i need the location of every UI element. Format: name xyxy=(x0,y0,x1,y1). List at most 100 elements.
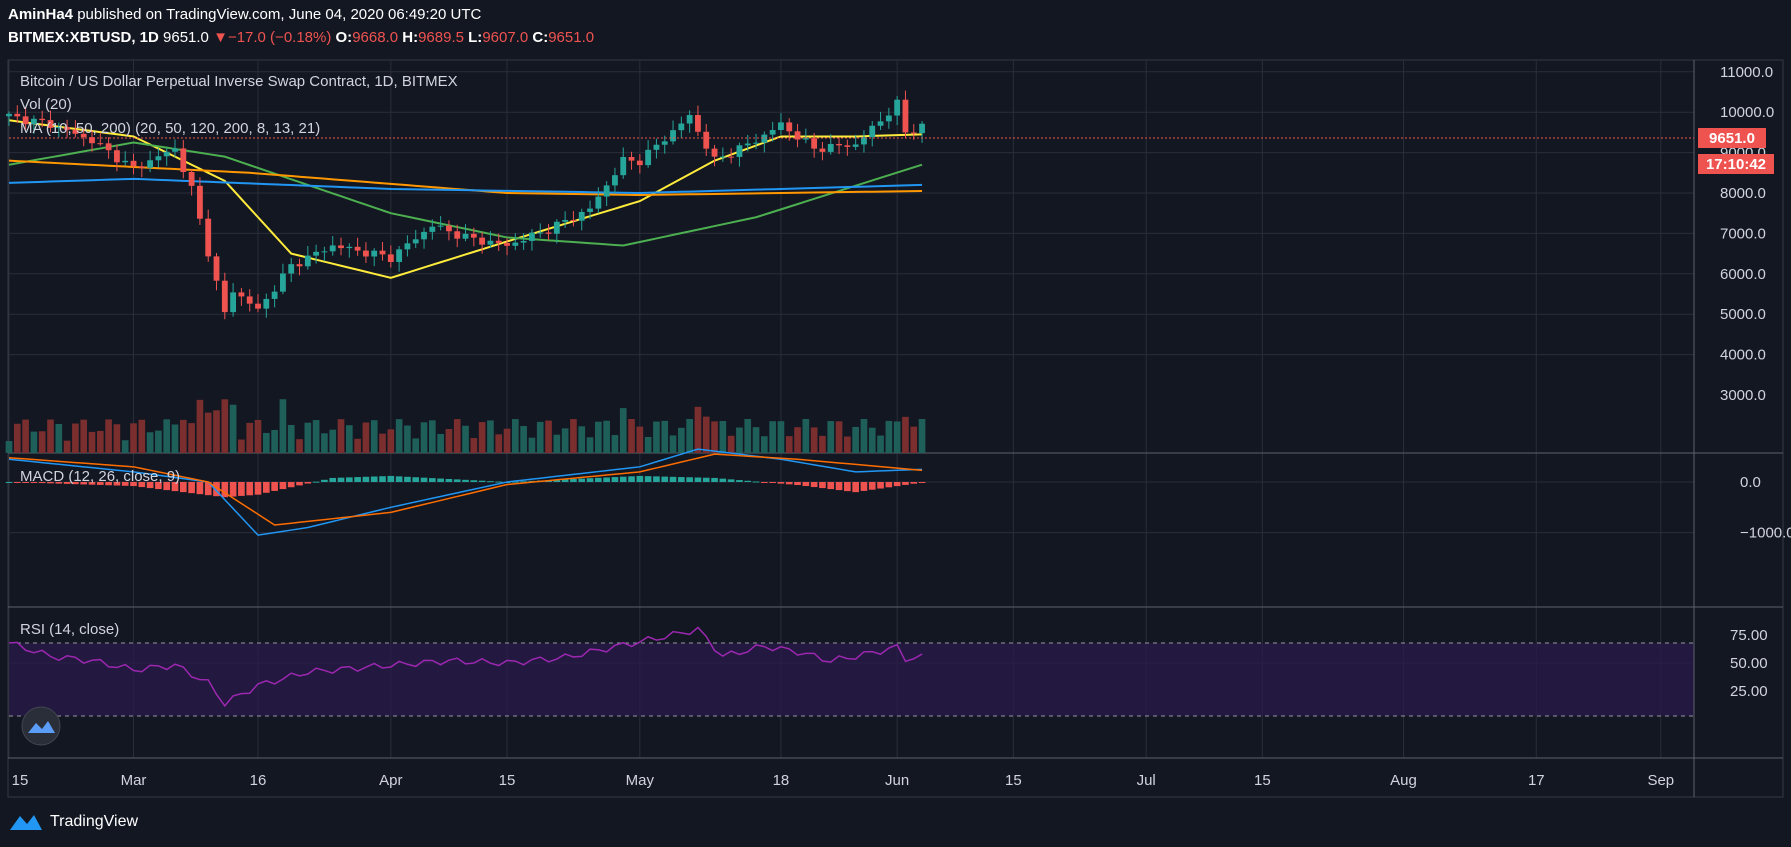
macd-histogram-bar xyxy=(429,478,436,482)
time-tick-label: 18 xyxy=(773,772,790,789)
rsi-tick-label: 25.00 xyxy=(1730,683,1768,700)
volume-bar xyxy=(877,435,884,453)
macd-histogram-bar xyxy=(387,475,395,482)
volume-bar xyxy=(304,422,312,453)
candle-body xyxy=(47,120,54,128)
volume-bar xyxy=(678,427,685,453)
macd-histogram-bar xyxy=(777,482,785,484)
rsi-legend[interactable]: RSI (14, close) xyxy=(20,621,120,638)
macd-histogram-bar xyxy=(628,476,635,482)
candle-body xyxy=(396,249,403,262)
macd-legend[interactable]: MACD (12, 26, close, 9) xyxy=(20,468,181,485)
macd-histogram-bar xyxy=(130,482,137,487)
author-name[interactable]: AminHa4 xyxy=(8,6,74,23)
volume-bar xyxy=(553,434,561,453)
candle-body xyxy=(578,211,585,221)
time-tick-label: 17 xyxy=(1528,772,1545,789)
volume-bar xyxy=(188,423,195,453)
volume-bar xyxy=(902,416,909,453)
footer-brand[interactable]: TradingView xyxy=(8,812,138,832)
rsi-band xyxy=(9,643,1694,716)
volume-bar xyxy=(370,420,378,453)
candle-body xyxy=(836,143,842,146)
ma-legend[interactable]: MA (10, 50, 200) (20, 50, 120, 200, 8, 1… xyxy=(20,120,321,137)
candle-body xyxy=(495,240,502,243)
macd-histogram-bar xyxy=(553,479,561,482)
main-pane-title: Bitcoin / US Dollar Perpetual Inverse Sw… xyxy=(20,73,458,90)
price-tick-label: 8000.0 xyxy=(1720,185,1766,202)
candle-body xyxy=(537,232,544,234)
macd-histogram-bar xyxy=(404,476,411,482)
volume-bar xyxy=(570,419,577,453)
volume-bar xyxy=(321,433,328,453)
macd-histogram-bar xyxy=(570,478,577,482)
macd-histogram-bar xyxy=(636,475,644,482)
macd-histogram-bar xyxy=(520,481,527,483)
candle-body xyxy=(80,133,87,138)
candle-body xyxy=(587,208,593,212)
candle-body xyxy=(454,231,461,239)
tradingview-badge-icon[interactable] xyxy=(21,706,61,746)
volume-bar xyxy=(96,430,104,453)
candle-body xyxy=(786,122,793,132)
volume-legend[interactable]: Vol (20) xyxy=(20,96,72,113)
macd-histogram-bar xyxy=(611,477,619,482)
macd-histogram-bar xyxy=(354,477,361,482)
price-axis[interactable]: 11000.010000.09000.08000.07000.06000.050… xyxy=(1720,64,1791,700)
change-value: −17.0 (−0.18%) xyxy=(227,29,332,46)
volume-bar xyxy=(868,427,876,453)
volume-bar xyxy=(628,419,635,453)
macd-histogram-bar xyxy=(595,477,602,482)
macd-histogram-bar xyxy=(603,477,610,482)
macd-histogram-bar xyxy=(5,482,13,483)
volume-bar xyxy=(404,425,411,453)
time-axis[interactable]: 15 Mar 16 Apr 15 May 18 Jun 15 Jul 15 Aug 17 Sep xyxy=(12,772,1674,789)
macd-histogram-bar xyxy=(802,482,810,487)
volume-bar xyxy=(727,435,735,453)
candle-body xyxy=(338,245,344,249)
candle-body xyxy=(844,145,851,147)
volume-bar xyxy=(30,431,38,453)
candle-body xyxy=(89,137,95,144)
candle-body xyxy=(130,160,137,167)
macd-histogram-bar xyxy=(254,482,262,495)
candle-body xyxy=(122,160,129,163)
volume-bar xyxy=(893,421,901,453)
candle-body xyxy=(64,126,71,130)
volume-bar xyxy=(171,424,179,453)
candle-body xyxy=(30,118,37,125)
open-value: 9668.0 xyxy=(352,29,399,46)
price-tick-label: 10000.0 xyxy=(1720,104,1774,121)
time-tick-label: Aug xyxy=(1390,772,1417,789)
candle-body xyxy=(221,280,228,313)
volume-bar xyxy=(337,419,345,453)
candle-body xyxy=(470,233,477,238)
macd-line xyxy=(8,448,923,536)
candle-body xyxy=(753,142,759,144)
candle-body xyxy=(695,115,701,132)
change-arrow-icon: ▼ xyxy=(213,29,228,46)
macd-histogram-bar xyxy=(163,482,171,491)
macd-histogram-bar xyxy=(262,482,270,493)
volume-bar xyxy=(287,424,295,453)
price-tick-label: 11000.0 xyxy=(1720,64,1773,81)
price-tick-label: 7000.0 xyxy=(1720,225,1766,242)
candle-body xyxy=(72,129,79,134)
candle-body xyxy=(636,160,643,166)
candle-body xyxy=(711,148,718,157)
high-label: H: xyxy=(402,29,419,46)
volume-bar xyxy=(80,419,88,453)
macd-line xyxy=(8,453,923,526)
macd-histogram-bar xyxy=(453,479,461,482)
candle-body xyxy=(271,291,278,299)
candle-body xyxy=(686,115,693,124)
candle-body xyxy=(412,239,419,244)
price-tick-label: 3000.0 xyxy=(1720,387,1766,404)
macd-histogram-bar xyxy=(329,477,337,482)
candle-body xyxy=(421,231,427,240)
macd-histogram-bar xyxy=(819,482,826,489)
macd-histogram-bar xyxy=(694,477,702,482)
candle-body xyxy=(172,148,178,152)
volume-bar xyxy=(362,422,370,453)
